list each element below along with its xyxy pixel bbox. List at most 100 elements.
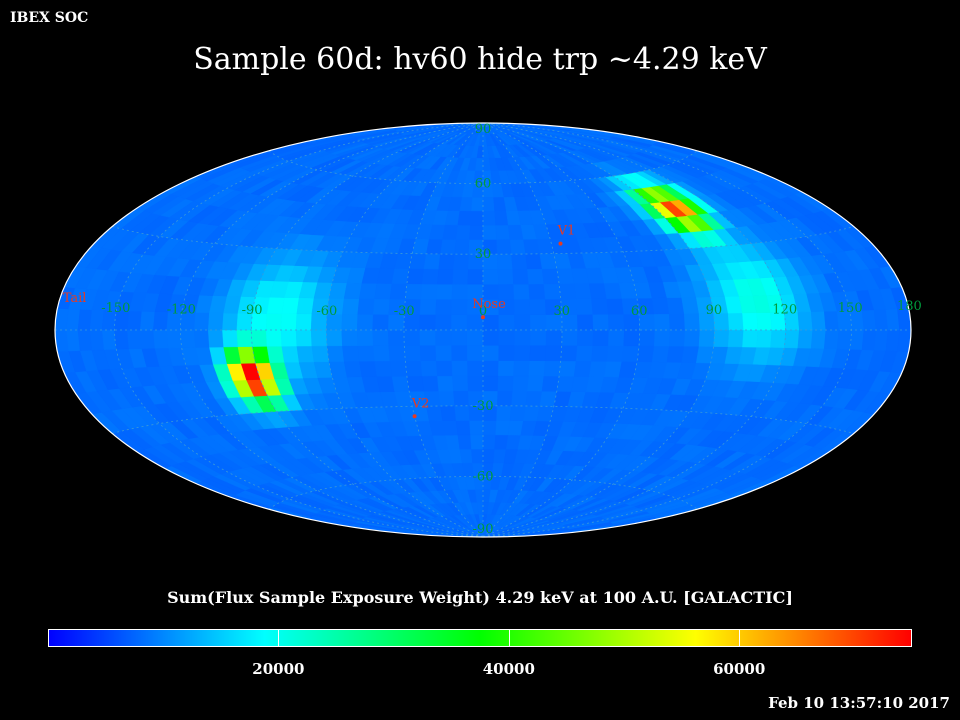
heatmap-cell <box>471 196 484 212</box>
colorbar-tick-line <box>508 629 510 647</box>
heatmap-cell <box>545 329 563 346</box>
longitude-label: 150 <box>838 301 863 316</box>
heatmap-cell <box>494 210 509 226</box>
heatmap-cell <box>405 360 423 377</box>
longitude-label: -60 <box>316 304 337 319</box>
parallel-line <box>112 226 854 255</box>
meridian-line <box>250 123 484 537</box>
heatmap-cell <box>683 329 701 347</box>
heatmap-cell <box>482 375 499 392</box>
heatmap-cell <box>451 360 468 377</box>
heatmap-cell <box>543 283 561 300</box>
latitude-label: 30 <box>475 247 492 262</box>
heatmap-cell <box>495 224 511 240</box>
heatmap-cell <box>281 297 300 315</box>
heatmap-cell <box>591 298 609 315</box>
heatmap-cell <box>374 283 393 300</box>
heatmap-cell <box>266 296 285 314</box>
heatmap-cell <box>359 360 378 378</box>
heatmap-cell <box>467 329 484 346</box>
heatmap-cell <box>437 268 454 285</box>
heatmap-cell <box>681 296 700 314</box>
heatmap-cell <box>372 298 391 315</box>
heatmap-cell <box>405 283 423 300</box>
heatmap-cell <box>653 329 671 347</box>
heatmap-cell <box>513 283 530 300</box>
heatmap-cell <box>459 196 473 212</box>
heatmap-cell <box>575 298 594 315</box>
heatmap-cell <box>482 434 496 450</box>
heatmap-cell <box>452 268 469 285</box>
heatmap-cell <box>482 360 499 376</box>
heatmap-cell <box>357 298 375 315</box>
heatmap-cell <box>543 360 561 377</box>
heatmap-cell <box>454 239 470 255</box>
heatmap-cell <box>341 329 358 347</box>
latitude-label: 90 <box>475 122 492 137</box>
heatmap-cell <box>437 375 454 392</box>
heatmap-cell <box>498 329 515 346</box>
heatmap-cell <box>810 329 827 349</box>
latitude-label: -60 <box>473 469 494 484</box>
heatmap-cell <box>482 224 497 240</box>
heatmap-cell <box>435 329 452 346</box>
map-title: Sample 60d: hv60 hide trp ~4.29 keV <box>193 42 767 77</box>
heatmap-cell <box>454 405 470 421</box>
heatmap-cell <box>376 267 395 284</box>
heatmap-cell <box>388 345 406 362</box>
heatmap-cell <box>608 329 625 347</box>
heatmap-cell <box>66 329 81 352</box>
heatmap-cell <box>514 314 531 331</box>
heatmap-cell <box>527 375 545 392</box>
heatmap-cell <box>591 345 609 362</box>
heatmap-cell <box>512 268 529 285</box>
heatmap-cell <box>770 329 786 348</box>
heatmap-cell <box>421 375 439 392</box>
heatmap-cell <box>326 329 343 347</box>
heatmap-cell <box>296 345 315 363</box>
heatmap-cell <box>861 329 877 351</box>
heatmap-cell <box>438 253 455 270</box>
heatmap-cell <box>435 314 452 331</box>
timestamp: Feb 10 13:57:10 2017 <box>768 694 950 712</box>
heatmap-cell <box>713 329 730 348</box>
heatmap-cell <box>342 298 360 315</box>
meridian-line <box>403 123 484 537</box>
heatmap-cell <box>496 239 512 255</box>
parallel-line <box>268 150 698 184</box>
heatmap-cell <box>193 329 210 348</box>
heatmap-cell <box>280 313 298 331</box>
heatmap-cell <box>651 345 670 363</box>
heatmap-cell <box>421 268 439 285</box>
heatmap-cell <box>343 282 363 299</box>
heatmap-cell <box>426 238 443 255</box>
heatmap-cell <box>139 311 156 331</box>
longitude-label: -150 <box>101 301 130 316</box>
latitude-label: -30 <box>473 399 494 414</box>
longitude-label: -30 <box>394 304 415 319</box>
heatmap-cell <box>372 314 389 331</box>
heatmap-cell <box>455 420 471 436</box>
heatmap-cell <box>404 345 422 362</box>
heatmap-cell <box>823 310 840 331</box>
heatmap-cell <box>89 329 105 351</box>
heatmap-cell <box>482 448 495 464</box>
heatmap-cell <box>251 329 268 347</box>
heatmap-cell <box>558 283 577 300</box>
heatmap-cell <box>356 314 374 331</box>
heatmap-cell <box>438 390 455 407</box>
heatmap-cell <box>509 405 526 421</box>
heatmap-cell <box>311 345 330 363</box>
heatmap-cell <box>606 298 624 315</box>
heatmap-cell <box>440 239 457 255</box>
heatmap-cell <box>435 345 453 361</box>
heatmap-cell <box>530 314 547 331</box>
heatmap-cell <box>638 329 656 347</box>
heatmap-cell <box>457 210 472 226</box>
heatmap-cell <box>193 312 210 331</box>
heatmap-cell <box>683 313 701 331</box>
heatmap-cell <box>577 314 594 331</box>
heatmap-cell <box>621 345 640 362</box>
heatmap-cell <box>756 312 773 331</box>
heatmap-cell <box>897 329 911 352</box>
